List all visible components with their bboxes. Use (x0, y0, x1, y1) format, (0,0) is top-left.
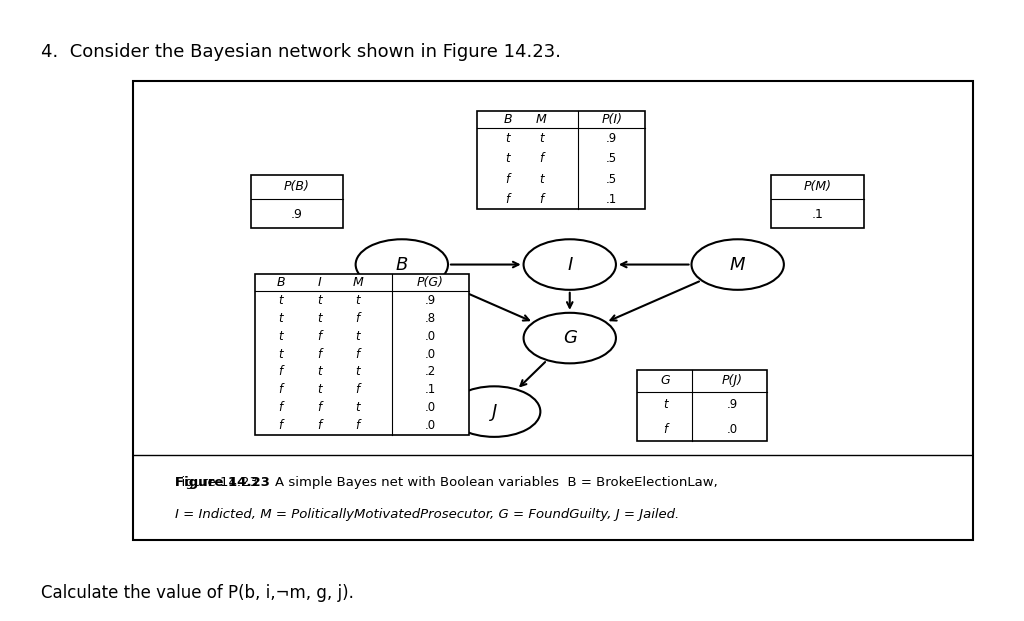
FancyBboxPatch shape (477, 111, 645, 209)
Text: t: t (316, 312, 322, 325)
FancyBboxPatch shape (771, 175, 863, 228)
Text: .1: .1 (425, 383, 436, 396)
Text: t: t (355, 330, 360, 343)
Text: I: I (567, 256, 572, 273)
Text: G: G (660, 374, 671, 388)
Text: f: f (279, 365, 283, 378)
Text: .9: .9 (291, 208, 303, 221)
Circle shape (523, 313, 616, 363)
Text: I: I (317, 276, 321, 289)
Text: f: f (317, 348, 322, 361)
Text: f: f (317, 330, 322, 343)
Text: f: f (506, 173, 510, 186)
Text: J: J (492, 402, 497, 420)
Text: .8: .8 (425, 312, 436, 325)
Text: t: t (279, 312, 283, 325)
Text: t: t (279, 330, 283, 343)
Text: f: f (317, 401, 322, 414)
FancyBboxPatch shape (255, 274, 469, 435)
Text: .1: .1 (606, 193, 617, 206)
Text: Figure 14.23: Figure 14.23 (175, 476, 270, 489)
Text: .0: .0 (425, 348, 436, 361)
Text: .1: .1 (812, 208, 823, 221)
Text: B: B (504, 113, 512, 126)
Text: M: M (352, 276, 364, 289)
FancyBboxPatch shape (637, 370, 767, 442)
Text: f: f (317, 419, 322, 432)
Text: t: t (279, 348, 283, 361)
Text: Calculate the value of P(b, i,¬m, g, j).: Calculate the value of P(b, i,¬m, g, j). (41, 584, 354, 602)
Text: t: t (316, 365, 322, 378)
Text: t: t (279, 294, 283, 307)
Text: .9: .9 (726, 397, 737, 410)
Text: Figure 14.23    A simple Bayes net with Boolean variables  B = BrokeElectionLaw,: Figure 14.23 A simple Bayes net with Boo… (175, 476, 718, 489)
Text: .2: .2 (425, 365, 436, 378)
Circle shape (691, 239, 784, 290)
Text: B: B (276, 276, 285, 289)
Text: f: f (355, 348, 359, 361)
Text: t: t (316, 294, 322, 307)
Text: t: t (505, 152, 510, 165)
Text: I = Indicted, M = PoliticallyMotivatedProsecutor, G = FoundGuilty, J = Jailed.: I = Indicted, M = PoliticallyMotivatedPr… (175, 508, 679, 521)
Text: 4.  Consider the Bayesian network shown in Figure 14.23.: 4. Consider the Bayesian network shown i… (41, 43, 561, 61)
Text: t: t (355, 294, 360, 307)
Text: t: t (664, 397, 668, 410)
Text: f: f (355, 312, 359, 325)
Text: .0: .0 (425, 401, 436, 414)
FancyBboxPatch shape (251, 175, 343, 228)
Text: .9: .9 (606, 132, 617, 145)
Text: f: f (664, 422, 668, 435)
Text: f: f (540, 152, 544, 165)
Text: f: f (279, 383, 283, 396)
Text: B: B (395, 256, 408, 273)
Text: P(B): P(B) (284, 180, 310, 193)
Text: t: t (316, 383, 322, 396)
Text: .0: .0 (726, 422, 737, 435)
Text: f: f (279, 419, 283, 432)
Text: f: f (540, 193, 544, 206)
Text: t: t (505, 132, 510, 145)
Text: t: t (539, 173, 544, 186)
Text: .0: .0 (425, 419, 436, 432)
Text: P(J): P(J) (722, 374, 742, 388)
Text: G: G (563, 329, 577, 347)
Text: P(G): P(G) (417, 276, 443, 289)
Text: .5: .5 (606, 173, 617, 186)
Text: f: f (355, 419, 359, 432)
Circle shape (449, 386, 541, 437)
Circle shape (355, 239, 447, 290)
Text: t: t (355, 365, 360, 378)
Text: M: M (536, 113, 547, 126)
Text: M: M (730, 256, 745, 273)
Text: t: t (355, 401, 360, 414)
Text: .0: .0 (425, 330, 436, 343)
Text: .5: .5 (606, 152, 617, 165)
Text: f: f (506, 193, 510, 206)
Text: f: f (355, 383, 359, 396)
Text: .9: .9 (425, 294, 436, 307)
Text: f: f (279, 401, 283, 414)
Text: t: t (539, 132, 544, 145)
Circle shape (523, 239, 616, 290)
Text: P(I): P(I) (601, 113, 623, 126)
Text: P(M): P(M) (804, 180, 831, 193)
